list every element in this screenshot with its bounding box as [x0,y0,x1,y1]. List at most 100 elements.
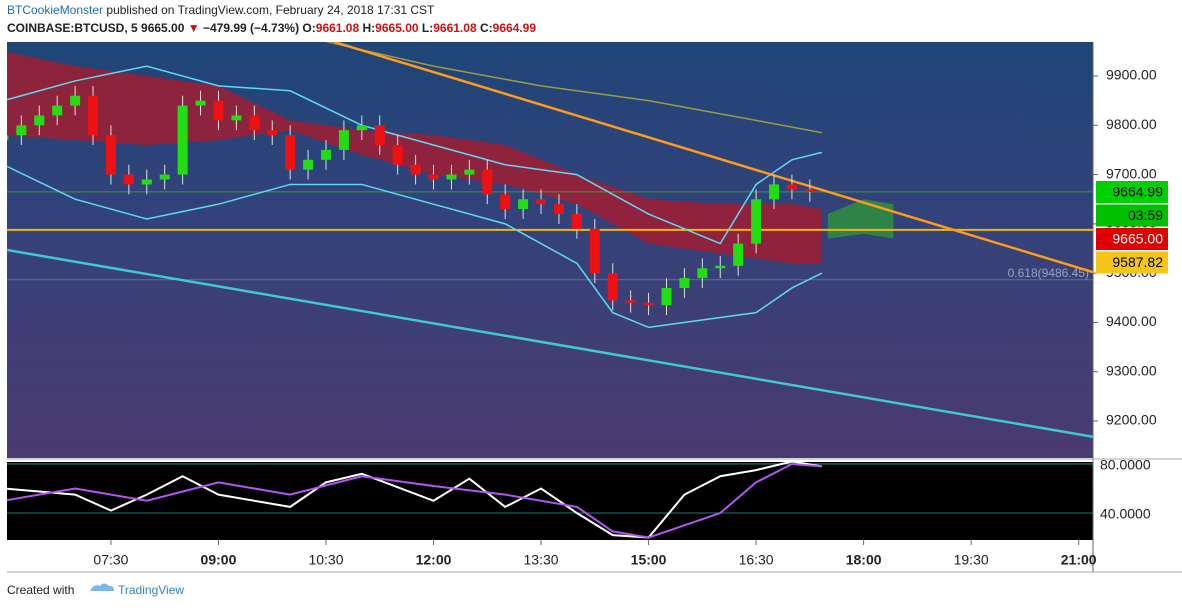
candle-body [804,189,815,192]
candle-body [285,135,296,170]
x-tick-label: 07:30 [93,552,128,568]
candle-body [786,184,797,190]
candle-body [303,159,314,170]
price-label: 9664.99 [1112,184,1163,200]
candle-body [195,100,206,106]
candle-body [769,184,780,200]
author: BTCookieMonster [7,3,103,17]
x-tick-label: 19:30 [954,552,989,568]
fib-label: 0.618(9486.45) [1008,266,1089,280]
candle-body [356,125,367,131]
low: 9661.08 [433,21,477,35]
candle-body [16,125,27,136]
x-tick-label: 18:00 [846,552,882,568]
candle-body [52,105,63,116]
close-label: C: [480,21,493,35]
published: published on TradingView.com, February 2… [106,3,435,17]
candle-body [482,169,493,195]
x-tick-label: 12:00 [416,552,452,568]
candle-body [661,287,672,306]
candle-body [141,179,152,185]
x-tick-label: 21:00 [1061,552,1097,568]
y-tick-label: 9300.00 [1106,362,1157,378]
candle-body [679,278,690,288]
candle-body [643,302,654,306]
candle-body [464,169,475,175]
cloud [7,52,822,264]
high: 9665.00 [375,21,419,35]
candle-body [213,100,224,121]
indicator-panel [7,462,1093,540]
candle-body [589,228,600,274]
price-label: 03:59 [1128,207,1163,223]
created-with: Created with [7,583,74,597]
close: 9664.99 [493,21,537,35]
candle-body [428,174,439,180]
candle-body [105,135,116,175]
candle-body [410,164,421,175]
open: 9661.08 [316,21,360,35]
x-tick-label: 15:00 [631,552,667,568]
candle-body [518,199,529,210]
header: BTCookieMonster published on TradingView… [7,3,435,17]
line [7,165,823,329]
y-tick-label: 80.0000 [1100,457,1151,473]
y-tick-label: 9700.00 [1106,165,1157,181]
candle-body [715,265,726,269]
y-tick-label: 40.0000 [1100,506,1151,522]
candle-body [446,174,457,180]
last: 9665.00 [141,21,185,35]
candle-body [625,300,636,303]
x-tick-label: 13:30 [524,552,559,568]
price-badge [1096,204,1168,227]
candle-body [553,204,564,215]
high-label: H: [363,21,376,35]
candle-body [374,125,385,146]
candle-body [249,115,260,131]
arrow: ▼ [188,21,200,35]
candle-body [159,174,170,180]
candle-body [34,115,45,126]
candle-body [697,268,708,279]
price-badge [1096,181,1168,203]
main-plot: 0.618(9486.45) [7,42,1093,439]
candle-body [70,95,81,106]
symbol-line: COINBASE:BTCUSD, 5 9665.00 ▼ −479.99 (−4… [7,21,536,35]
y-tick-label: 9800.00 [1106,116,1157,132]
candle-body [320,149,331,160]
brand-link[interactable]: TradingView [118,583,184,597]
candle-body [123,174,134,185]
candle-body [536,199,547,205]
symbol: COINBASE:BTCUSD, 5 [7,21,138,35]
y-tick-label: 9200.00 [1106,412,1157,428]
low-label: L: [422,21,433,35]
price-label: 9665.00 [1112,231,1163,247]
line [7,65,822,245]
cloud [827,199,894,239]
price-badge [1096,251,1168,274]
candle-body [231,115,242,121]
y-tick-label: 9400.00 [1106,313,1157,329]
candle-body [733,243,744,266]
y-tick-label: 9900.00 [1106,67,1157,83]
line [333,42,1093,274]
candle-body [392,145,403,165]
candle-body [338,130,349,150]
change: −479.99 (−4.73%) [203,21,299,35]
x-tick-label: 16:30 [739,552,774,568]
candle-body [607,273,618,301]
axes: 9200.009300.009400.009500.009600.009700.… [93,67,1168,568]
candle-body [88,95,99,136]
candle-body [751,199,762,244]
price-label: 9587.82 [1112,254,1163,270]
line [325,42,822,134]
candle-body [177,105,188,175]
x-tick-label: 10:30 [308,552,343,568]
candle-body [571,214,582,229]
tv-logo [90,583,114,591]
candle-body [500,194,511,210]
open-label: O: [302,21,315,35]
line [7,248,1093,439]
